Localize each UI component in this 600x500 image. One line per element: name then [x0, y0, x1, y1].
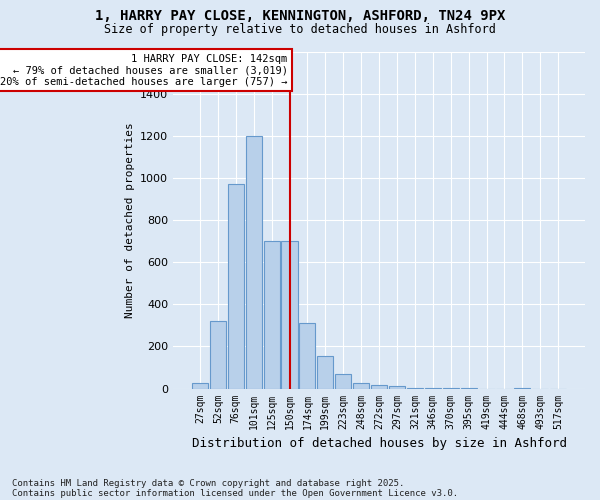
Text: Size of property relative to detached houses in Ashford: Size of property relative to detached ho…	[104, 22, 496, 36]
Bar	[335, 374, 352, 388]
Bar	[192, 383, 208, 388]
Bar	[228, 184, 244, 388]
Bar	[245, 136, 262, 388]
Bar	[210, 321, 226, 388]
Bar	[281, 241, 298, 388]
Bar	[353, 384, 369, 388]
X-axis label: Distribution of detached houses by size in Ashford: Distribution of detached houses by size …	[191, 437, 566, 450]
Text: Contains HM Land Registry data © Crown copyright and database right 2025.: Contains HM Land Registry data © Crown c…	[12, 478, 404, 488]
Text: 1, HARRY PAY CLOSE, KENNINGTON, ASHFORD, TN24 9PX: 1, HARRY PAY CLOSE, KENNINGTON, ASHFORD,…	[95, 9, 505, 23]
Bar	[317, 356, 334, 388]
Text: Contains public sector information licensed under the Open Government Licence v3: Contains public sector information licen…	[12, 488, 458, 498]
Y-axis label: Number of detached properties: Number of detached properties	[125, 122, 134, 318]
Bar	[263, 241, 280, 388]
Bar	[371, 386, 387, 388]
Bar	[299, 324, 316, 388]
Bar	[389, 386, 405, 388]
Text: 1 HARRY PAY CLOSE: 142sqm
← 79% of detached houses are smaller (3,019)
20% of se: 1 HARRY PAY CLOSE: 142sqm ← 79% of detac…	[0, 54, 288, 87]
